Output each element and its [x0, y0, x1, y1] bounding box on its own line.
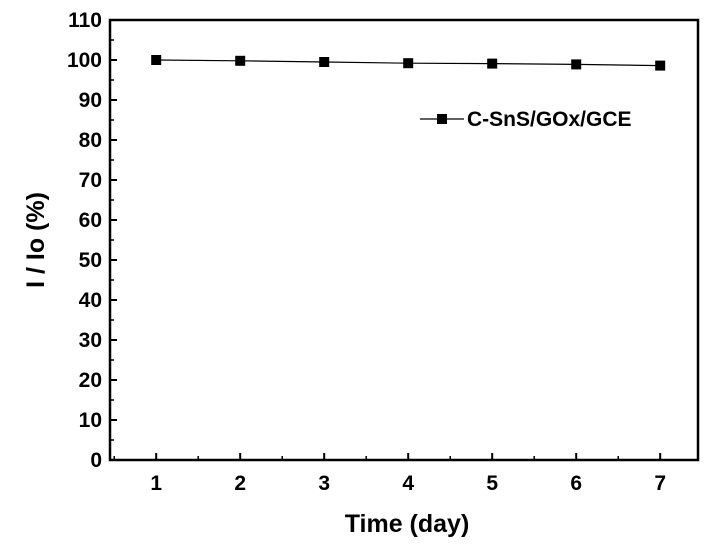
data-point	[571, 59, 582, 70]
data-point	[319, 57, 330, 67]
y-tick-label: 30	[79, 329, 102, 352]
x-tick-label: 7	[654, 472, 666, 495]
tick-labels: 0 10 20 30 40 50 60 70 80 90 100 110 1 2 3 4 5 6 7	[67, 9, 666, 495]
x-tick-label: 3	[318, 472, 330, 495]
y-tick-label: 100	[67, 49, 102, 72]
legend-label: C-SnS/GOx/GCE	[467, 108, 632, 131]
y-tick-label: 10	[79, 409, 102, 432]
y-tick-label: 90	[79, 89, 102, 112]
y-tick-label: 110	[68, 9, 102, 32]
y-tick-label: 50	[79, 249, 102, 272]
series-layer	[151, 55, 666, 71]
y-tick-label: 20	[79, 369, 102, 392]
y-tick-label: 80	[79, 129, 102, 152]
legend-marker	[437, 114, 447, 124]
y-axis-title: I / Io (%)	[22, 192, 50, 288]
plot-frame	[108, 18, 700, 462]
y-tick-label: 70	[79, 169, 102, 192]
data-point	[487, 58, 498, 69]
x-tick-label: 2	[234, 472, 246, 495]
x-tick-label: 5	[486, 472, 498, 495]
data-point	[655, 60, 666, 71]
ticks	[110, 19, 662, 461]
legend: C-SnS/GOx/GCE	[420, 108, 632, 131]
x-tick-label: 4	[402, 472, 414, 495]
data-point	[403, 58, 414, 69]
x-axis-title: Time (day)	[345, 510, 470, 538]
data-point	[235, 55, 246, 66]
y-tick-label: 0	[90, 449, 102, 472]
y-tick-label: 60	[79, 209, 102, 232]
data-point	[151, 55, 162, 65]
x-tick-label: 1	[150, 472, 162, 495]
y-tick-label: 40	[79, 289, 102, 312]
x-tick-label: 6	[570, 472, 582, 495]
